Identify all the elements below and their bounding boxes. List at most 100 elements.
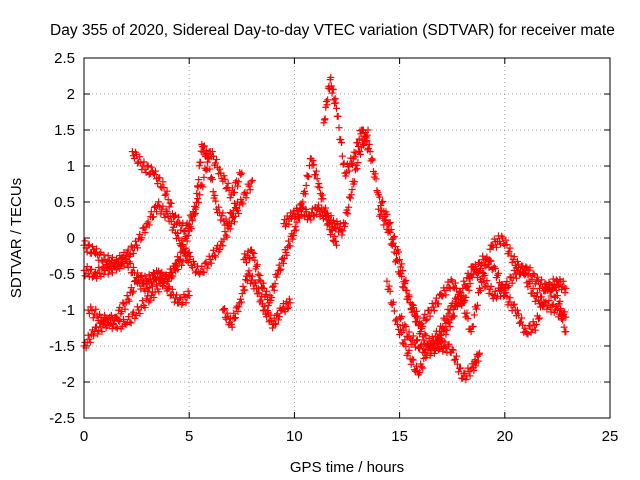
data-point xyxy=(473,301,481,309)
data-point xyxy=(134,159,142,167)
data-point xyxy=(178,261,186,269)
data-point xyxy=(211,191,219,199)
data-point xyxy=(164,284,172,292)
data-point xyxy=(481,283,489,291)
data-point xyxy=(146,296,154,304)
series-sat-F xyxy=(219,267,294,332)
data-point xyxy=(377,210,385,218)
data-point xyxy=(462,293,470,301)
data-point xyxy=(437,331,445,339)
data-point xyxy=(443,326,451,334)
data-point xyxy=(234,307,242,315)
data-point xyxy=(350,148,358,156)
data-point xyxy=(271,320,279,328)
data-point xyxy=(402,323,410,331)
data-point xyxy=(334,112,342,120)
data-point xyxy=(152,281,160,289)
x-tick-label: 0 xyxy=(80,428,88,445)
data-point xyxy=(411,343,419,351)
data-point xyxy=(398,272,406,280)
data-point xyxy=(126,251,134,259)
y-tick-label: -2.5 xyxy=(49,410,75,427)
data-point xyxy=(188,217,196,225)
data-point xyxy=(416,369,424,377)
data-point xyxy=(446,323,454,331)
data-point xyxy=(228,214,236,222)
data-point xyxy=(256,271,264,279)
data-point xyxy=(429,336,437,344)
data-point xyxy=(549,275,557,283)
data-point xyxy=(163,187,171,195)
data-point xyxy=(426,312,434,320)
data-point xyxy=(245,267,253,275)
data-point xyxy=(485,256,493,264)
y-tick-label: -2 xyxy=(62,374,75,391)
data-point xyxy=(518,314,526,322)
data-point xyxy=(439,292,447,300)
data-point xyxy=(478,260,486,268)
data-point xyxy=(128,148,136,156)
data-point xyxy=(290,227,298,235)
data-point xyxy=(235,178,243,186)
data-point xyxy=(307,216,315,224)
data-point xyxy=(561,289,569,297)
data-point xyxy=(316,190,324,198)
data-point xyxy=(562,313,570,321)
data-point xyxy=(131,314,139,322)
data-point xyxy=(145,284,153,292)
data-point xyxy=(189,209,197,217)
data-point xyxy=(129,287,137,295)
data-point xyxy=(338,231,346,239)
data-point xyxy=(262,290,270,298)
data-point xyxy=(509,301,517,309)
data-point xyxy=(209,152,217,160)
data-point xyxy=(219,209,227,217)
data-point xyxy=(129,249,137,257)
data-point xyxy=(230,309,238,317)
data-point xyxy=(487,282,495,290)
data-point xyxy=(283,251,291,259)
data-point xyxy=(342,172,350,180)
data-point xyxy=(393,257,401,265)
data-point xyxy=(286,299,294,307)
data-point xyxy=(228,323,236,331)
data-point xyxy=(442,291,450,299)
data-point xyxy=(536,314,544,322)
data-point xyxy=(197,158,205,166)
data-point xyxy=(418,341,426,349)
data-point xyxy=(293,218,301,226)
data-point xyxy=(397,263,405,271)
data-point xyxy=(158,205,166,213)
data-point xyxy=(386,228,394,236)
data-point xyxy=(274,270,282,278)
data-point xyxy=(163,208,171,216)
data-point xyxy=(340,219,348,227)
x-tick-label: 20 xyxy=(496,428,513,445)
data-point xyxy=(491,287,499,295)
data-point xyxy=(175,257,183,265)
data-point xyxy=(562,328,570,336)
data-point xyxy=(216,246,224,254)
data-point xyxy=(476,267,484,275)
data-point xyxy=(332,241,340,249)
data-point xyxy=(335,124,343,132)
data-point xyxy=(502,236,510,244)
data-point xyxy=(258,292,266,300)
data-point xyxy=(87,303,95,311)
x-tick-label: 15 xyxy=(391,428,408,445)
data-point xyxy=(536,300,544,308)
data-point xyxy=(182,299,190,307)
data-point xyxy=(148,272,156,280)
data-point xyxy=(194,183,202,191)
data-point xyxy=(86,338,94,346)
data-point xyxy=(145,221,153,229)
data-point xyxy=(405,328,413,336)
data-point xyxy=(205,155,213,163)
data-point xyxy=(430,307,438,315)
data-point xyxy=(418,363,426,371)
data-point xyxy=(331,95,339,103)
data-point xyxy=(386,287,394,295)
data-point xyxy=(545,297,553,305)
data-point xyxy=(344,210,352,218)
chart-title: Day 355 of 2020, Sidereal Day-to-day VTE… xyxy=(50,22,615,39)
